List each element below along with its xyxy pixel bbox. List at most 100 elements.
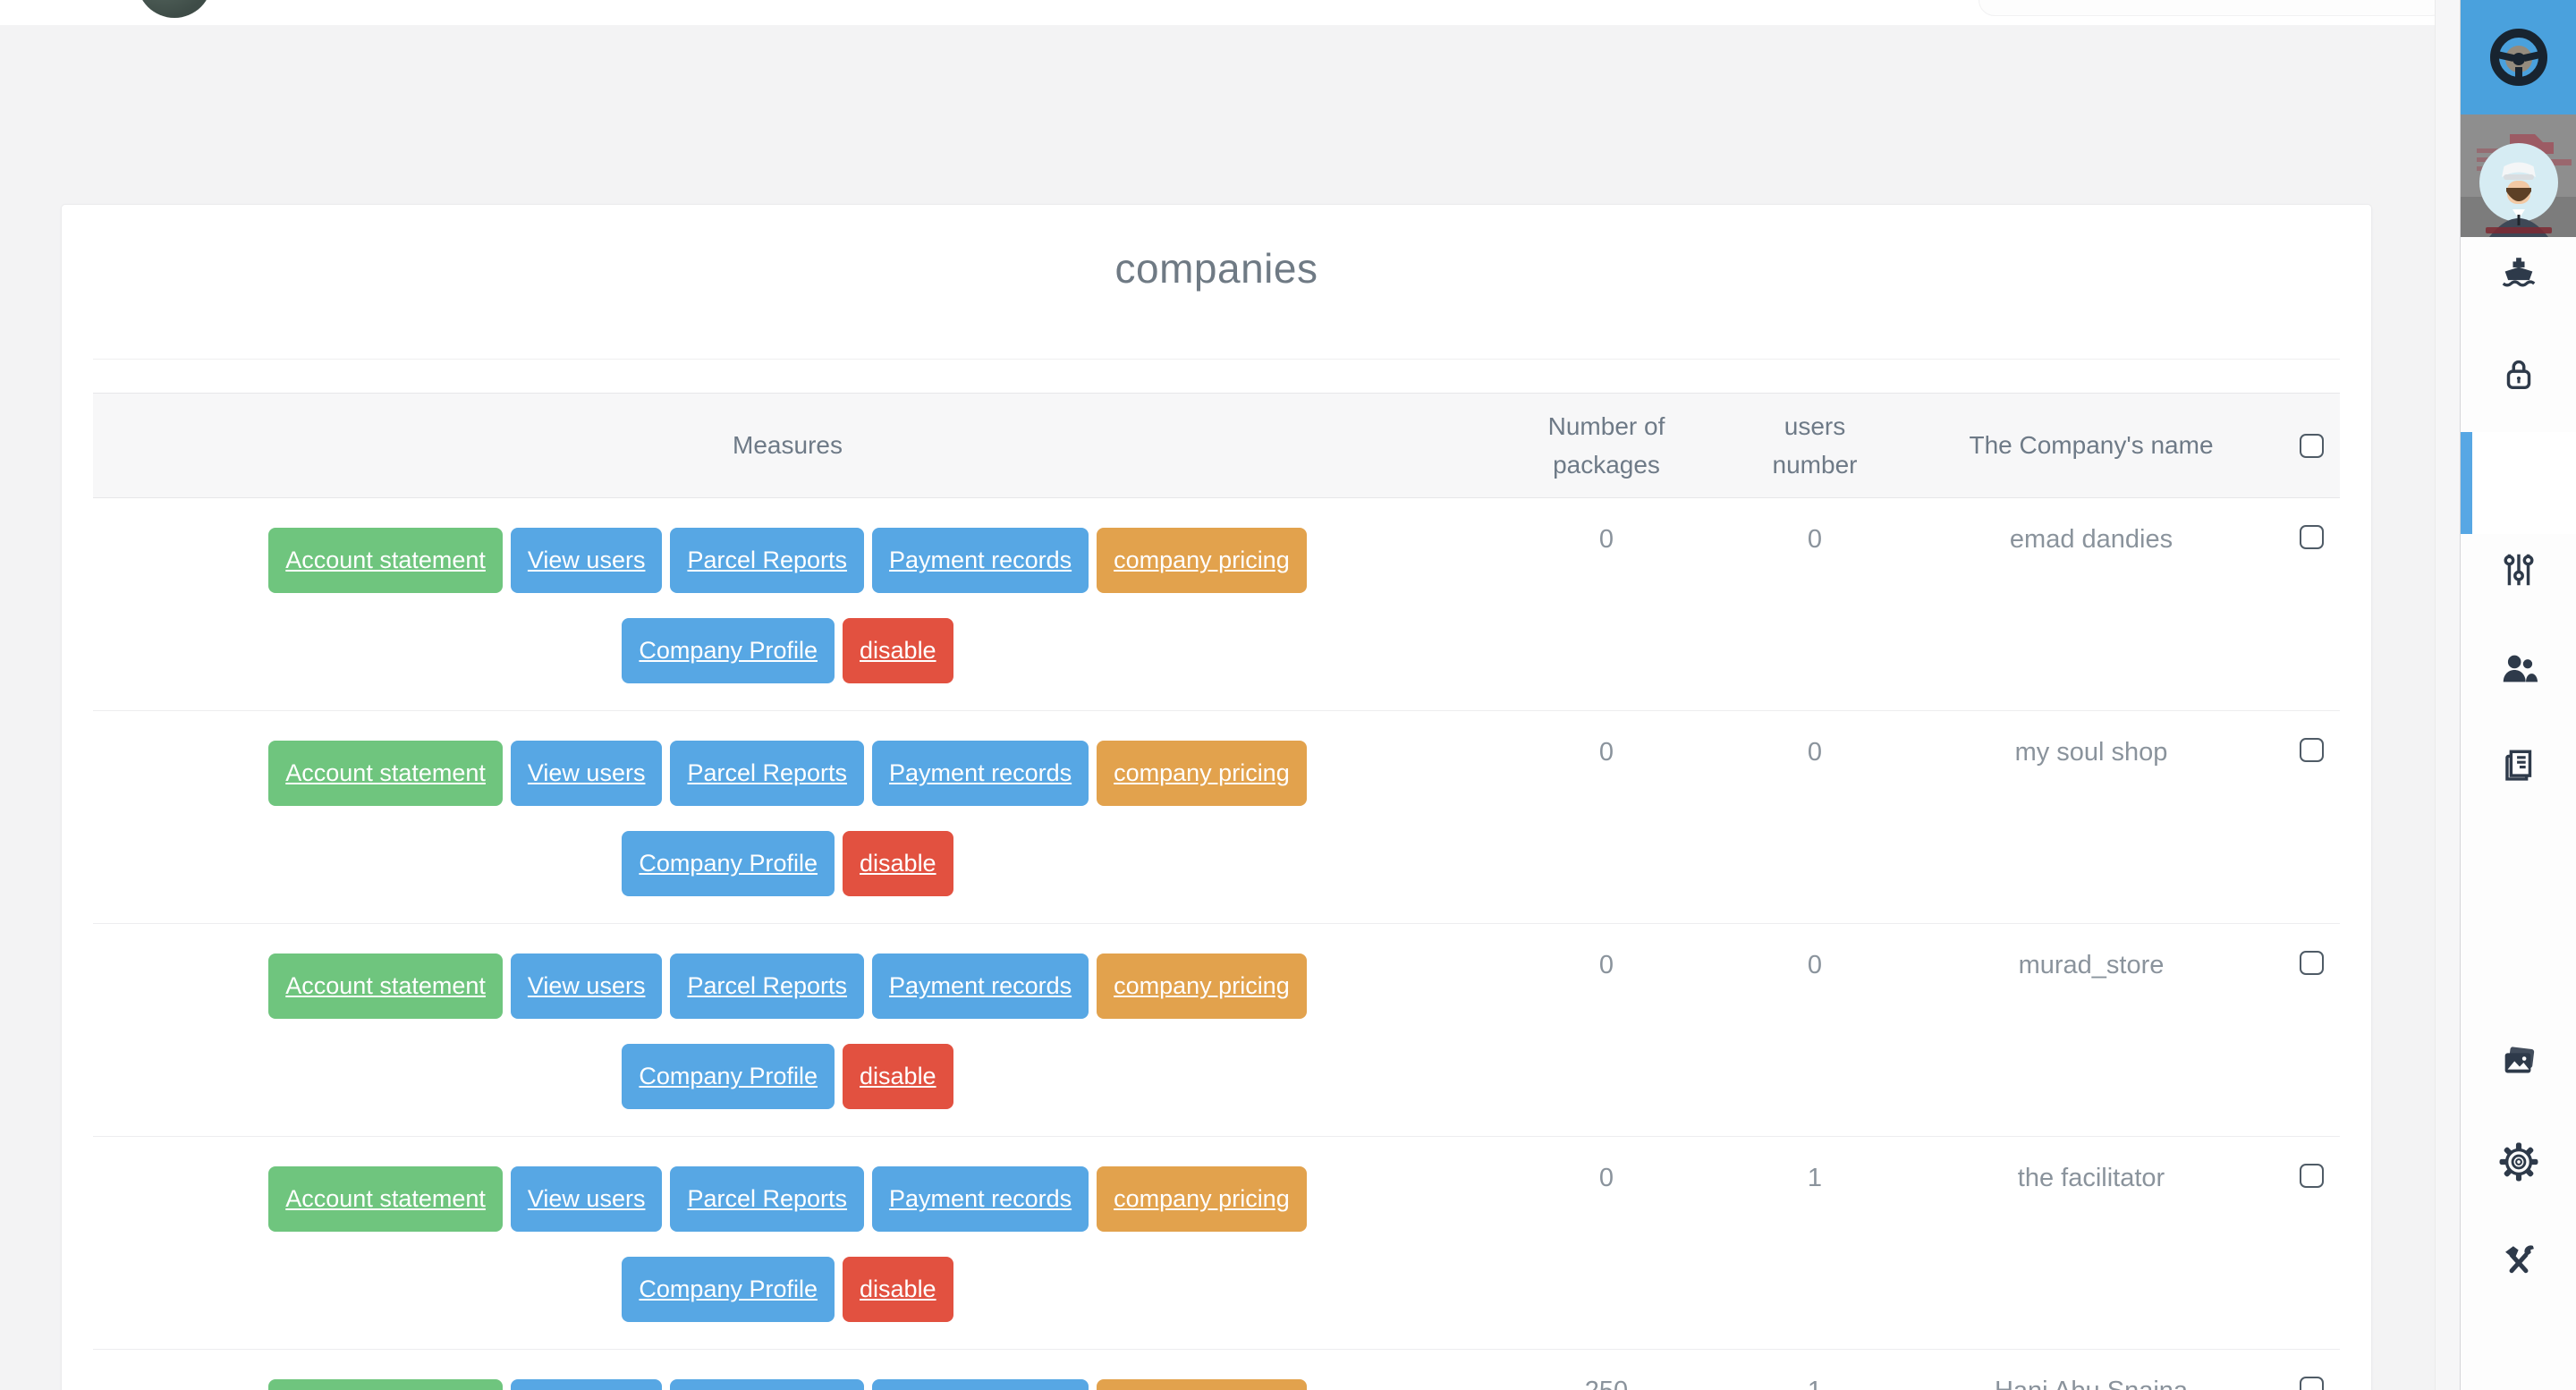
sidebar-item-settings[interactable] bbox=[2461, 1141, 2576, 1182]
actions-line-1: Account statement View users Parcel Repo… bbox=[268, 528, 1307, 593]
header-company-name: The Company's name bbox=[1969, 431, 2214, 460]
company-profile-button[interactable]: Company Profile bbox=[622, 1257, 835, 1322]
packages-count: 0 bbox=[1598, 738, 1614, 767]
company-name: emad dandies bbox=[2009, 525, 2174, 554]
packages-count: 0 bbox=[1598, 951, 1614, 979]
company-name: Hani Abu Snaina bbox=[1899, 1350, 2284, 1390]
sidebar-logo-tile[interactable] bbox=[2461, 0, 2576, 114]
header-users: users number bbox=[1772, 411, 1858, 479]
sidebar-item-gallery[interactable] bbox=[2461, 1041, 2576, 1082]
disable-button[interactable]: disable bbox=[843, 1044, 953, 1109]
navbar-search-input[interactable] bbox=[1979, 0, 2447, 16]
row-checkbox[interactable] bbox=[2299, 1164, 2324, 1188]
active-item-indicator bbox=[2461, 432, 2472, 534]
payment-records-button[interactable]: Payment records bbox=[872, 954, 1089, 1019]
gear-icon bbox=[2499, 1142, 2538, 1182]
sidebar-item-tools[interactable] bbox=[2461, 1240, 2576, 1281]
account-statement-button[interactable]: Account statement bbox=[268, 1166, 503, 1232]
payment-records-button[interactable]: Payment records bbox=[872, 1166, 1089, 1232]
company-pricing-button[interactable]: company pricing bbox=[1097, 1166, 1307, 1232]
sidebar-item-preferences[interactable] bbox=[2461, 549, 2576, 590]
users-icon bbox=[2503, 655, 2538, 682]
parcel-reports-button[interactable]: Parcel Reports bbox=[670, 1166, 865, 1232]
page-title: companies bbox=[1114, 245, 1318, 292]
row-checkbox-cell bbox=[2284, 711, 2339, 923]
user-avatar[interactable] bbox=[2461, 114, 2576, 237]
parcel-reports-button[interactable]: Parcel Reports bbox=[670, 954, 865, 1019]
report-icon bbox=[2504, 750, 2531, 781]
title-divider bbox=[93, 359, 2340, 360]
gallery-icon bbox=[2504, 1047, 2534, 1073]
sidebar-item-security[interactable] bbox=[2461, 353, 2576, 394]
disable-button[interactable]: disable bbox=[843, 618, 953, 683]
account-statement-button[interactable]: Account statement bbox=[268, 954, 503, 1019]
company-profile-button[interactable]: Company Profile bbox=[622, 831, 835, 896]
table-row: Account statement View users Parcel Repo… bbox=[93, 498, 2340, 711]
header-packages: Number of packages bbox=[1547, 411, 1665, 479]
sidebar-item-shipping[interactable] bbox=[2461, 254, 2576, 295]
packages-count: 0 bbox=[1598, 1164, 1614, 1192]
row-checkbox[interactable] bbox=[2299, 738, 2324, 762]
sidebar-item-reports[interactable] bbox=[2461, 745, 2576, 786]
table-header: Measures Number of packages users number… bbox=[93, 393, 2340, 498]
actions-line-2: Company Profile disable bbox=[622, 1257, 953, 1322]
actions-line-1: Account statement View users Parcel Repo… bbox=[268, 1166, 1307, 1232]
payment-records-button[interactable]: Payment records bbox=[872, 741, 1089, 806]
sidebar-item-users[interactable] bbox=[2461, 648, 2576, 690]
parcel-reports-button[interactable]: Parcel Reports bbox=[670, 741, 865, 806]
measures-cell: Account statement View users Parcel Repo… bbox=[93, 1137, 1482, 1349]
company-pricing-button[interactable]: company pricing bbox=[1097, 954, 1307, 1019]
company-profile-button[interactable]: Company Profile bbox=[622, 1044, 835, 1109]
select-all-checkbox[interactable] bbox=[2299, 433, 2324, 458]
row-checkbox-cell bbox=[2284, 1137, 2339, 1349]
company-profile-button[interactable]: Company Profile bbox=[622, 618, 835, 683]
company-name: the facilitator bbox=[2017, 1164, 2165, 1192]
tools-icon bbox=[2504, 1245, 2534, 1274]
actions-line-2: Company Profile disable bbox=[622, 1044, 953, 1109]
actions-line-1: Account statement View users Parcel Repo… bbox=[268, 954, 1307, 1019]
sliders-icon bbox=[2504, 554, 2533, 586]
actions-line-1: Account statement View users Parcel Repo… bbox=[268, 1379, 1307, 1390]
company-pricing-button[interactable]: company pricing bbox=[1097, 1379, 1307, 1390]
sidebar-item-active[interactable] bbox=[2472, 432, 2576, 534]
disable-button[interactable]: disable bbox=[843, 1257, 953, 1322]
row-checkbox[interactable] bbox=[2299, 1377, 2324, 1390]
lock-icon bbox=[2506, 360, 2530, 390]
actions-line-1: Account statement View users Parcel Repo… bbox=[268, 741, 1307, 806]
table-row: Account statement View users Parcel Repo… bbox=[93, 1137, 2340, 1350]
view-users-button[interactable]: View users bbox=[510, 1379, 663, 1390]
actions-line-2: Company Profile disable bbox=[622, 618, 953, 683]
account-statement-button[interactable]: Account statement bbox=[268, 528, 503, 593]
view-users-button[interactable]: View users bbox=[510, 741, 663, 806]
account-statement-button[interactable]: Account statement bbox=[268, 1379, 503, 1390]
measures-cell: Account statement View users Parcel Repo… bbox=[93, 924, 1482, 1136]
captain-avatar-image bbox=[2461, 114, 2576, 237]
table-row: Account statement View users Parcel Repo… bbox=[93, 924, 2340, 1137]
view-users-button[interactable]: View users bbox=[510, 1166, 663, 1232]
company-pricing-button[interactable]: company pricing bbox=[1097, 528, 1307, 593]
table-row: Account statement View users Parcel Repo… bbox=[93, 711, 2340, 924]
row-checkbox-cell bbox=[2284, 498, 2339, 710]
payment-records-button[interactable]: Payment records bbox=[872, 528, 1089, 593]
users-count: 1 bbox=[1731, 1350, 1899, 1390]
row-checkbox-cell bbox=[2284, 924, 2339, 1136]
view-users-button[interactable]: View users bbox=[510, 528, 663, 593]
parcel-reports-button[interactable]: Parcel Reports bbox=[670, 528, 865, 593]
account-statement-button[interactable]: Account statement bbox=[268, 741, 503, 806]
parcel-reports-button[interactable]: Parcel Reports bbox=[670, 1379, 865, 1390]
view-users-button[interactable]: View users bbox=[510, 954, 663, 1019]
row-checkbox[interactable] bbox=[2299, 525, 2324, 549]
header-measures: Measures bbox=[733, 431, 843, 460]
company-name: murad_store bbox=[2018, 951, 2165, 979]
row-checkbox-cell bbox=[2284, 1350, 2339, 1390]
company-pricing-button[interactable]: company pricing bbox=[1097, 741, 1307, 806]
steering-wheel-icon bbox=[2489, 29, 2547, 86]
users-count: 1 bbox=[1807, 1164, 1823, 1192]
company-name: my soul shop bbox=[2014, 738, 2168, 767]
row-checkbox[interactable] bbox=[2299, 951, 2324, 975]
payment-records-button[interactable]: Payment records bbox=[872, 1379, 1089, 1390]
page-scrollbar[interactable] bbox=[2435, 0, 2460, 1390]
actions-line-2: Company Profile disable bbox=[622, 831, 953, 896]
header-checkbox-cell bbox=[2284, 394, 2339, 497]
disable-button[interactable]: disable bbox=[843, 831, 953, 896]
